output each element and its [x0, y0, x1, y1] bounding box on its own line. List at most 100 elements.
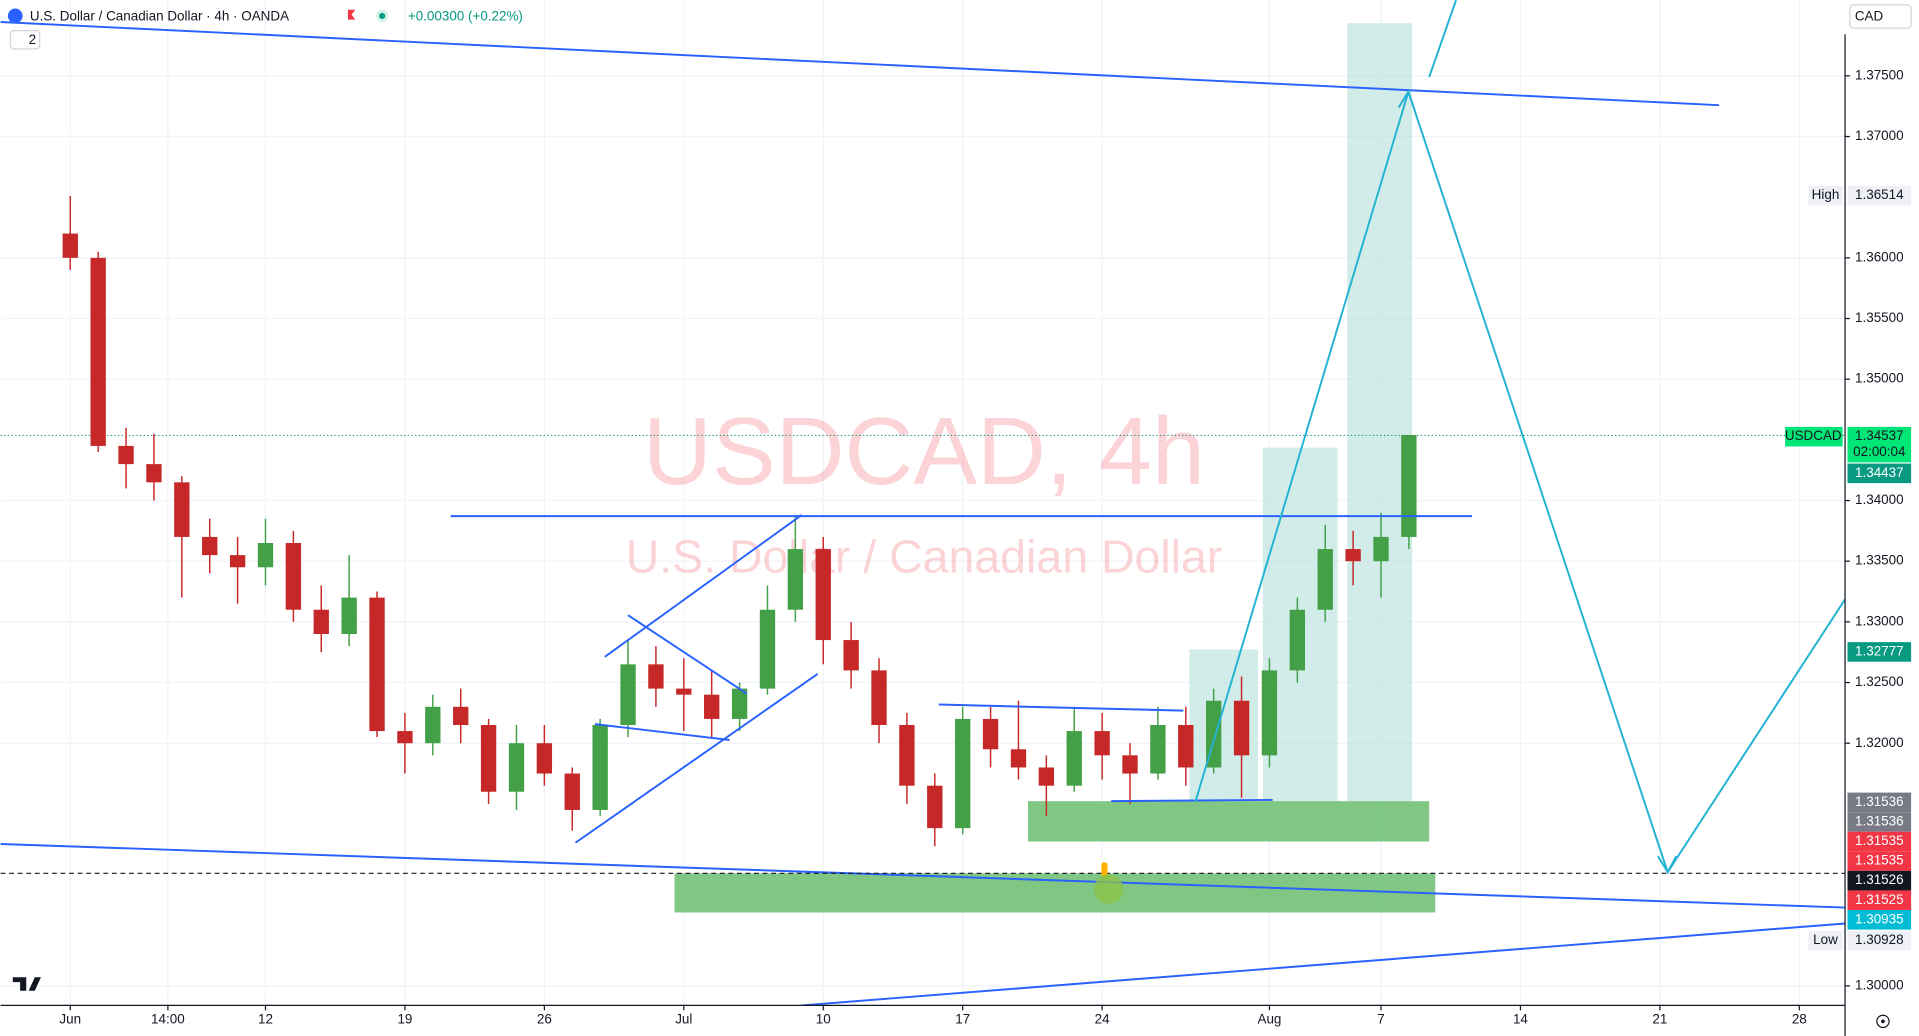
trend-line[interactable] [594, 723, 730, 741]
drawings[interactable] [0, 0, 1846, 1007]
candle-body [536, 743, 553, 774]
candles [62, 195, 1417, 847]
candle-body [1094, 731, 1110, 756]
status-dot [379, 12, 386, 19]
price-change: +0.00300 (+0.22%) [408, 9, 523, 24]
badge [1847, 812, 1912, 832]
cursor-dot [1094, 874, 1124, 904]
trend-line[interactable] [627, 614, 748, 695]
y-tick-label: 1.33500 [1855, 553, 1904, 568]
candle-body [341, 597, 357, 635]
flag-icon[interactable] [347, 9, 356, 20]
candle-body [257, 542, 274, 568]
ticks: 1.37500 1.37000 1.36000 1.35500 1.35000 1.340… [59, 67, 1903, 1026]
trend-line[interactable] [1111, 798, 1273, 803]
candle-body [1345, 549, 1361, 562]
settings-icon [1881, 1019, 1885, 1024]
currency-label[interactable]: CAD [1855, 9, 1884, 24]
badge [1847, 792, 1912, 813]
badge-text: 1.31526 [1855, 872, 1904, 887]
candle-body [1038, 767, 1055, 786]
projection-line[interactable] [1428, 0, 1458, 78]
trend-line[interactable] [801, 922, 1846, 1007]
y-tick-label: 1.33000 [1855, 613, 1904, 628]
candle-body [620, 664, 636, 726]
x-tick-label: 14:00 [151, 1012, 185, 1027]
badge [1847, 930, 1912, 951]
settings-icon[interactable] [1876, 1014, 1890, 1029]
candle-body [508, 743, 525, 792]
candle-body [1066, 731, 1082, 786]
x-tick-label: Aug [1257, 1012, 1281, 1027]
marker [1101, 862, 1108, 877]
badge [1847, 910, 1912, 930]
y-tick-label: 1.32000 [1855, 735, 1904, 750]
badge-text: 02:00:04 [1853, 444, 1906, 459]
trend-line[interactable] [604, 514, 803, 658]
badge-text: 1.31536 [1855, 813, 1904, 828]
time-axis[interactable] [0, 1005, 1919, 1036]
badge-text: 1.31525 [1855, 892, 1904, 907]
badge-text: Low [1813, 932, 1838, 947]
y-tick-label: 1.37500 [1855, 67, 1904, 82]
x-tick-label: 28 [1792, 1012, 1807, 1027]
candle-body [62, 233, 78, 258]
candle-body [453, 706, 469, 726]
badge-text: 1.30935 [1855, 911, 1904, 926]
price-badges: High 1.36514 USDCAD 1.34537 02:00:04 1.3… [1785, 185, 1912, 951]
x-tick-label: Jul [675, 1012, 692, 1027]
x-tick-label: 24 [1095, 1012, 1110, 1027]
badge-text: 1.36514 [1855, 187, 1904, 202]
logo[interactable] [12, 977, 41, 991]
candle-body [90, 257, 106, 446]
indicator-count[interactable]: 2 [29, 32, 36, 47]
grid [0, 0, 1846, 1006]
trend-line[interactable] [0, 21, 1720, 107]
symbol-icon[interactable] [7, 8, 23, 24]
candle-body [592, 725, 608, 810]
candle-body [146, 464, 162, 483]
candle-body [425, 706, 441, 744]
currency-button[interactable] [1849, 4, 1912, 29]
candle-body [955, 718, 971, 829]
y-tick-label: 1.35000 [1855, 371, 1904, 386]
trend-line[interactable] [0, 842, 1846, 909]
candle-body [229, 555, 246, 568]
arrow-head [1657, 855, 1678, 875]
trend-line[interactable] [938, 703, 1184, 712]
badge [1847, 642, 1912, 662]
support-zone[interactable] [674, 873, 1436, 913]
trend-line[interactable] [574, 673, 819, 844]
x-tick-label: 10 [816, 1012, 831, 1027]
candle-body [397, 731, 413, 744]
x-tick-label: 19 [397, 1012, 412, 1027]
candle-body [285, 542, 302, 610]
candle-body [480, 725, 497, 792]
candle-body [899, 725, 915, 786]
candle-body [369, 597, 385, 732]
target-zone[interactable] [1347, 23, 1413, 802]
candle-body [1233, 700, 1250, 756]
badge-text: USDCAD [1785, 428, 1842, 443]
projection-path[interactable] [1194, 88, 1846, 875]
support-zone[interactable] [1027, 801, 1430, 842]
badge-text: 1.30928 [1855, 932, 1904, 947]
candle-body [704, 694, 720, 719]
watermark-title: USDCAD, 4h [643, 399, 1205, 505]
indicator-toggle[interactable] [9, 29, 41, 50]
symbol-title[interactable]: U.S. Dollar / Canadian Dollar · 4h · OAN… [30, 9, 289, 24]
x-tick-label: 7 [1377, 1012, 1384, 1027]
candle-body [731, 688, 748, 719]
badge-text: 1.34537 [1855, 428, 1904, 443]
y-tick-label: 1.35500 [1855, 310, 1904, 325]
candle-body [1261, 670, 1278, 756]
badge-text: 1.32777 [1855, 643, 1904, 658]
candle-body [648, 664, 664, 689]
candle-body [927, 785, 943, 829]
badge [1847, 831, 1912, 852]
badge [1847, 890, 1912, 911]
x-tick-label: 12 [258, 1012, 273, 1027]
candle-body [982, 718, 999, 750]
candle-body [1401, 435, 1417, 537]
